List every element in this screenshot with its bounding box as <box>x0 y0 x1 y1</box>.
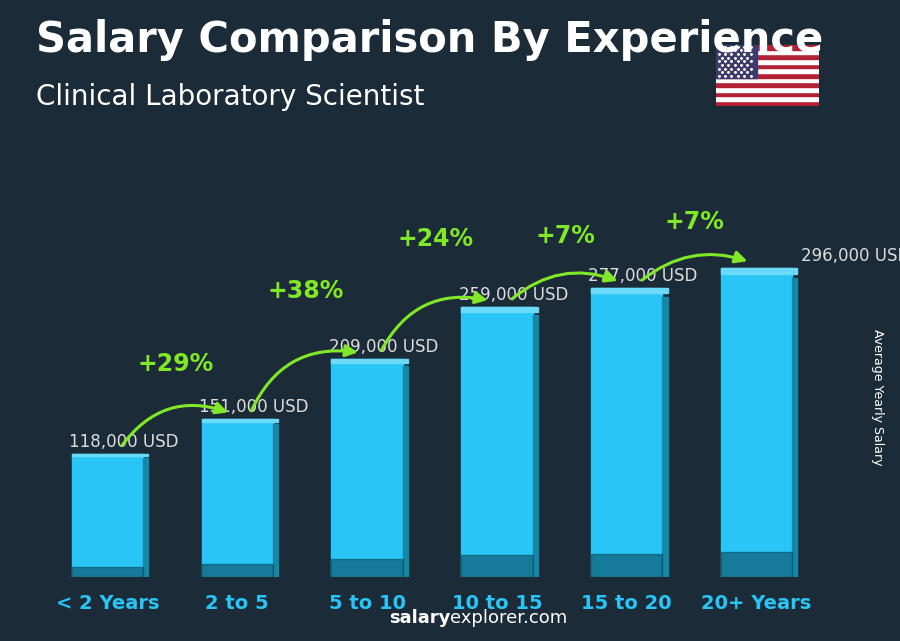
Text: +7%: +7% <box>665 210 725 234</box>
Text: 15 to 20: 15 to 20 <box>581 594 672 613</box>
Bar <box>716 59 819 63</box>
Text: 296,000 USD: 296,000 USD <box>801 247 900 265</box>
Bar <box>716 49 819 54</box>
Text: 151,000 USD: 151,000 USD <box>199 398 309 417</box>
Text: +24%: +24% <box>397 227 473 251</box>
Bar <box>716 96 819 101</box>
Text: 5 to 10: 5 to 10 <box>328 594 406 613</box>
Bar <box>591 288 668 294</box>
Bar <box>716 73 819 78</box>
Text: Average Yearly Salary: Average Yearly Salary <box>871 329 884 465</box>
Text: 277,000 USD: 277,000 USD <box>589 267 698 285</box>
Text: explorer.com: explorer.com <box>450 609 567 627</box>
Bar <box>72 454 143 577</box>
Bar <box>72 567 143 577</box>
Bar <box>533 315 538 577</box>
Bar <box>716 101 819 106</box>
Text: 209,000 USD: 209,000 USD <box>328 338 438 356</box>
Text: 10 to 15: 10 to 15 <box>452 594 542 613</box>
Bar <box>331 359 408 363</box>
Bar <box>273 424 278 577</box>
Bar <box>716 82 819 87</box>
Bar <box>202 564 273 577</box>
Bar <box>202 419 278 422</box>
Bar <box>143 458 148 577</box>
Bar <box>202 419 273 577</box>
Bar <box>716 63 819 69</box>
Bar <box>792 278 797 577</box>
Bar <box>716 87 819 92</box>
Bar <box>331 359 403 577</box>
Bar <box>331 560 403 577</box>
Bar <box>716 45 757 78</box>
Bar <box>721 552 792 577</box>
Bar <box>461 555 533 577</box>
Text: salary: salary <box>389 609 450 627</box>
Bar <box>591 554 662 577</box>
Bar <box>461 307 538 312</box>
Bar <box>461 307 533 577</box>
Text: +7%: +7% <box>536 224 595 247</box>
Bar <box>716 54 819 59</box>
Bar <box>716 69 819 73</box>
Bar <box>662 297 668 577</box>
Text: Salary Comparison By Experience: Salary Comparison By Experience <box>36 19 824 62</box>
Text: 259,000 USD: 259,000 USD <box>459 286 568 304</box>
Text: 20+ Years: 20+ Years <box>701 594 812 613</box>
Text: < 2 Years: < 2 Years <box>56 594 159 613</box>
Bar <box>721 269 797 274</box>
Bar <box>716 45 819 49</box>
Bar <box>591 288 662 577</box>
Text: Clinical Laboratory Scientist: Clinical Laboratory Scientist <box>36 83 425 112</box>
Bar <box>716 92 819 96</box>
Text: +29%: +29% <box>138 352 213 376</box>
Text: 118,000 USD: 118,000 USD <box>69 433 178 451</box>
Text: +38%: +38% <box>267 279 344 303</box>
Bar <box>403 365 408 577</box>
Bar <box>716 78 819 82</box>
Bar <box>721 269 792 577</box>
Bar <box>72 454 148 456</box>
Text: 2 to 5: 2 to 5 <box>205 594 269 613</box>
